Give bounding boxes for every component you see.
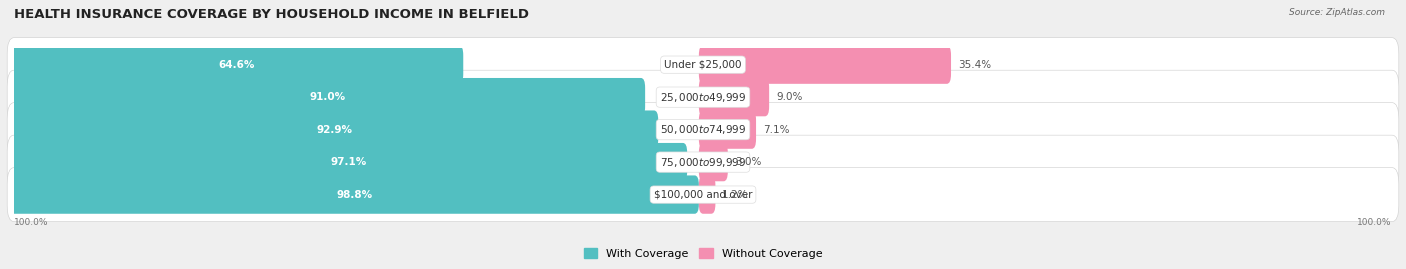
FancyBboxPatch shape [7,135,1399,189]
Legend: With Coverage, Without Coverage: With Coverage, Without Coverage [579,244,827,263]
Text: 1.2%: 1.2% [723,190,749,200]
Text: HEALTH INSURANCE COVERAGE BY HOUSEHOLD INCOME IN BELFIELD: HEALTH INSURANCE COVERAGE BY HOUSEHOLD I… [14,8,529,21]
Text: 9.0%: 9.0% [776,92,803,102]
Text: 7.1%: 7.1% [763,125,789,134]
FancyBboxPatch shape [699,143,728,181]
FancyBboxPatch shape [10,175,699,214]
Text: 97.1%: 97.1% [330,157,367,167]
Text: Source: ZipAtlas.com: Source: ZipAtlas.com [1289,8,1385,17]
Text: 35.4%: 35.4% [957,60,991,70]
Text: 98.8%: 98.8% [336,190,373,200]
FancyBboxPatch shape [10,111,658,149]
FancyBboxPatch shape [7,38,1399,92]
Text: $50,000 to $74,999: $50,000 to $74,999 [659,123,747,136]
FancyBboxPatch shape [10,45,463,84]
FancyBboxPatch shape [699,78,769,116]
FancyBboxPatch shape [7,70,1399,124]
Text: 91.0%: 91.0% [309,92,346,102]
Text: 100.0%: 100.0% [14,218,49,227]
Text: 92.9%: 92.9% [316,125,352,134]
Text: 64.6%: 64.6% [218,60,254,70]
Text: $75,000 to $99,999: $75,000 to $99,999 [659,155,747,169]
FancyBboxPatch shape [699,175,716,214]
Text: 100.0%: 100.0% [1357,218,1392,227]
FancyBboxPatch shape [699,45,950,84]
FancyBboxPatch shape [10,78,645,116]
Text: 3.0%: 3.0% [735,157,761,167]
Text: $100,000 and over: $100,000 and over [654,190,752,200]
FancyBboxPatch shape [7,103,1399,157]
Text: Under $25,000: Under $25,000 [664,60,742,70]
FancyBboxPatch shape [7,168,1399,222]
FancyBboxPatch shape [10,143,688,181]
Text: $25,000 to $49,999: $25,000 to $49,999 [659,91,747,104]
FancyBboxPatch shape [699,111,756,149]
